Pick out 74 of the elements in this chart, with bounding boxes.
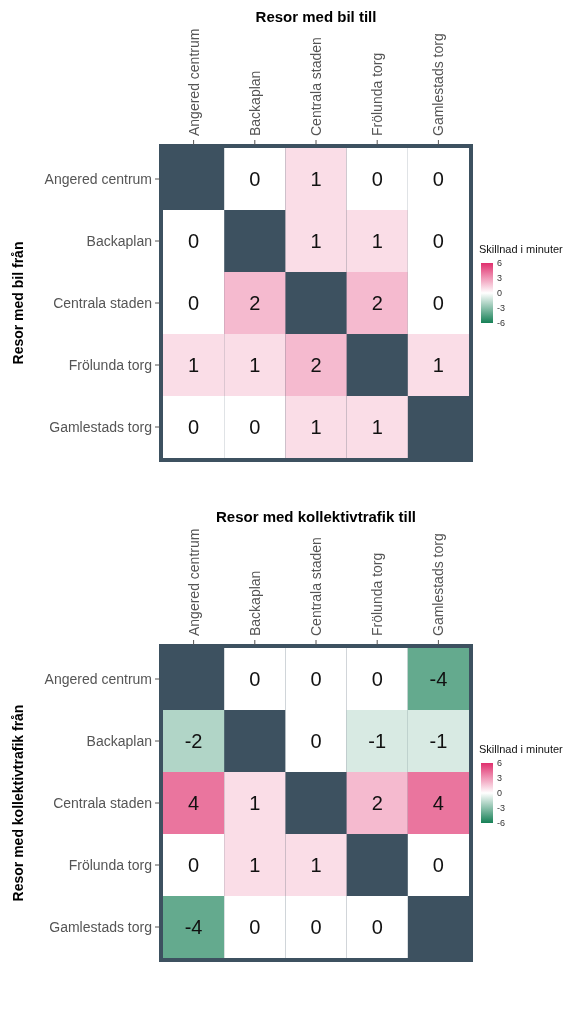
data-label: -4 bbox=[184, 916, 203, 938]
data-label: 1 bbox=[310, 168, 322, 190]
data-label: 2 bbox=[371, 292, 383, 314]
color-bar-title: Skillnad i minuter bbox=[479, 743, 564, 755]
x-tick-label: Centrala staden bbox=[308, 37, 324, 136]
data-label: 1 bbox=[310, 230, 322, 252]
data-label: 1 bbox=[371, 416, 383, 438]
data-label: 1 bbox=[188, 354, 200, 376]
data-label: 0 bbox=[310, 730, 322, 752]
data-label: 2 bbox=[249, 292, 261, 314]
data-label: 1 bbox=[310, 854, 322, 876]
x-tick-label: Centrala staden bbox=[308, 537, 324, 636]
data-label: 0 bbox=[371, 668, 383, 690]
x-tick-label: Frölunda torg bbox=[369, 52, 386, 136]
y-tick-label: Gamlestads torg bbox=[49, 419, 152, 435]
chart-title: Resor med kollektivtrafik till bbox=[214, 508, 418, 525]
data-label: 0 bbox=[188, 230, 200, 252]
data-label: 4 bbox=[432, 792, 444, 814]
y-tick-label: Gamlestads torg bbox=[49, 919, 152, 935]
data-label: 1 bbox=[371, 230, 383, 252]
color-bar-label: 0 bbox=[497, 288, 503, 298]
data-label: -2 bbox=[184, 730, 203, 752]
data-label: 0 bbox=[432, 854, 444, 876]
color-bar-label: 3 bbox=[497, 773, 503, 783]
data-label: 1 bbox=[249, 854, 261, 876]
color-bar-label: -6 bbox=[497, 818, 506, 828]
data-label: 2 bbox=[310, 354, 322, 376]
color-bar-label: -6 bbox=[497, 318, 506, 328]
data-label: 0 bbox=[249, 916, 261, 938]
color-bar-label: -3 bbox=[497, 803, 506, 813]
x-tick-label: Backaplan bbox=[246, 70, 263, 136]
y-tick-label: Backaplan bbox=[86, 233, 152, 249]
data-label: -4 bbox=[429, 668, 448, 690]
data-label: 0 bbox=[249, 668, 261, 690]
data-label: 0 bbox=[432, 230, 444, 252]
chart-title: Resor med bil till bbox=[254, 8, 378, 25]
data-label: 1 bbox=[432, 354, 444, 376]
x-tick-label: Frölunda torg bbox=[369, 552, 386, 636]
color-bar-label: 0 bbox=[497, 788, 503, 798]
x-tick-label: Gamlestads torg bbox=[430, 533, 447, 636]
color-bar-label: 3 bbox=[497, 273, 503, 283]
data-label: 0 bbox=[188, 854, 200, 876]
data-label: 1 bbox=[249, 354, 261, 376]
y-tick-label: Centrala staden bbox=[53, 795, 152, 811]
y-axis-title: Resor med bil från bbox=[10, 241, 27, 365]
data-label: 2 bbox=[371, 792, 383, 814]
data-label: 0 bbox=[310, 668, 322, 690]
color-bar-title: Skillnad i minuter bbox=[479, 243, 564, 255]
data-label: -1 bbox=[368, 730, 387, 752]
data-label: 1 bbox=[310, 416, 322, 438]
y-axis-title: Resor med kollektivtrafik från bbox=[10, 704, 27, 902]
y-tick-label: Centrala staden bbox=[53, 295, 152, 311]
data-label: 0 bbox=[188, 292, 200, 314]
data-label: 0 bbox=[249, 168, 261, 190]
color-bar-label: -3 bbox=[497, 303, 506, 313]
data-label: 1 bbox=[249, 792, 261, 814]
y-tick-label: Frölunda torg bbox=[68, 357, 152, 373]
data-label: -1 bbox=[429, 730, 448, 752]
data-label: 4 bbox=[188, 792, 200, 814]
data-label: 0 bbox=[188, 416, 200, 438]
x-tick-label: Backaplan bbox=[246, 570, 263, 636]
data-label: 0 bbox=[432, 292, 444, 314]
y-tick-label: Angered centrum bbox=[44, 671, 152, 687]
y-tick-label: Frölunda torg bbox=[68, 857, 152, 873]
y-tick-label: Angered centrum bbox=[44, 171, 152, 187]
data-label: 0 bbox=[371, 916, 383, 938]
data-label: 0 bbox=[249, 416, 261, 438]
color-bar-label: 6 bbox=[497, 258, 503, 268]
data-label: 0 bbox=[371, 168, 383, 190]
data-label: 0 bbox=[310, 916, 322, 938]
color-bar-label: 6 bbox=[497, 758, 503, 768]
y-tick-label: Backaplan bbox=[86, 733, 152, 749]
x-tick-label: Gamlestads torg bbox=[430, 33, 447, 136]
data-label: 0 bbox=[432, 168, 444, 190]
